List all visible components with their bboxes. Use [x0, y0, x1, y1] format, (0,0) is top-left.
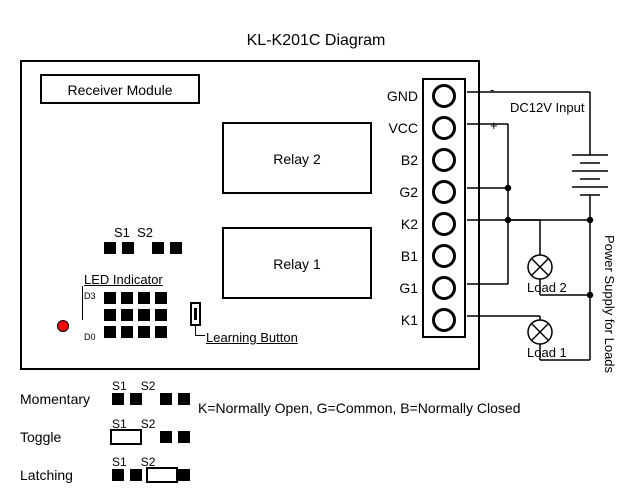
diagram-title: KL-K201C Diagram [0, 32, 632, 50]
d0-label: D0 [84, 332, 96, 342]
terminal-b2 [424, 144, 464, 176]
terminal-label-gnd: GND [382, 80, 418, 112]
mode-row-latching: Latching S1S2 [20, 456, 190, 494]
terminal-label-g2: G2 [382, 176, 418, 208]
jumper-s1-s2 [104, 242, 182, 254]
mode-jumpers-toggle: S1S2 [112, 431, 190, 443]
mode-jumpers-latching: S1S2 [112, 469, 190, 481]
mode-label-latching: Latching [20, 467, 112, 483]
terminal-label-k1: K1 [382, 304, 418, 336]
learning-button-pointer [195, 326, 205, 336]
mode-label-toggle: Toggle [20, 429, 112, 445]
terminal-g1 [424, 272, 464, 304]
mode-row-momentary: Momentary S1S2 [20, 380, 190, 418]
polarity-minus: - [490, 82, 494, 97]
mode-label-momentary: Momentary [20, 391, 112, 407]
learning-button-icon [190, 302, 201, 326]
terminal-k2 [424, 208, 464, 240]
terminal-label-g1: G1 [382, 272, 418, 304]
receiver-module-box: Receiver Module [40, 74, 200, 104]
dc12v-input-label: DC12V Input [510, 100, 584, 115]
d0-d3-pin-grid [104, 292, 167, 338]
legend-text: K=Normally Open, G=Common, B=Normally Cl… [198, 400, 521, 416]
terminal-g2 [424, 176, 464, 208]
learning-button-label: Learning Button [206, 330, 298, 345]
relay-1-box: Relay 1 [222, 227, 372, 299]
load-1-label: Load 1 [527, 345, 567, 360]
terminal-k1 [424, 304, 464, 336]
s2-label: S2 [137, 225, 153, 240]
d3-label: D3 [84, 291, 96, 301]
terminal-label-k2: K2 [382, 208, 418, 240]
led-indicator-icon [57, 320, 69, 332]
led-indicator-label: LED Indicator [84, 272, 163, 287]
polarity-plus: + [490, 118, 498, 133]
s1-label: S1 [114, 225, 130, 240]
relay-2-box: Relay 2 [222, 122, 372, 194]
board-outline: Receiver Module Relay 2 Relay 1 S1 S2 LE… [20, 60, 480, 370]
terminal-labels: GND VCC B2 G2 K2 B1 G1 K1 [382, 80, 418, 336]
led-pointer-line [82, 286, 83, 320]
terminal-gnd [424, 80, 464, 112]
terminal-b1 [424, 240, 464, 272]
terminal-label-vcc: VCC [382, 112, 418, 144]
terminal-label-b1: B1 [382, 240, 418, 272]
mode-jumpers-momentary: S1S2 [112, 393, 190, 405]
jumper-mode-table: Momentary S1S2 Toggle S1S2 Latching S1S2 [20, 380, 190, 494]
load-2-label: Load 2 [527, 280, 567, 295]
terminal-label-b2: B2 [382, 144, 418, 176]
mode-row-toggle: Toggle S1S2 [20, 418, 190, 456]
power-supply-label: Power Supply for Loads [602, 235, 617, 373]
terminal-block [422, 78, 466, 338]
terminal-vcc [424, 112, 464, 144]
jumper-header-labels: S1 S2 [114, 225, 153, 240]
